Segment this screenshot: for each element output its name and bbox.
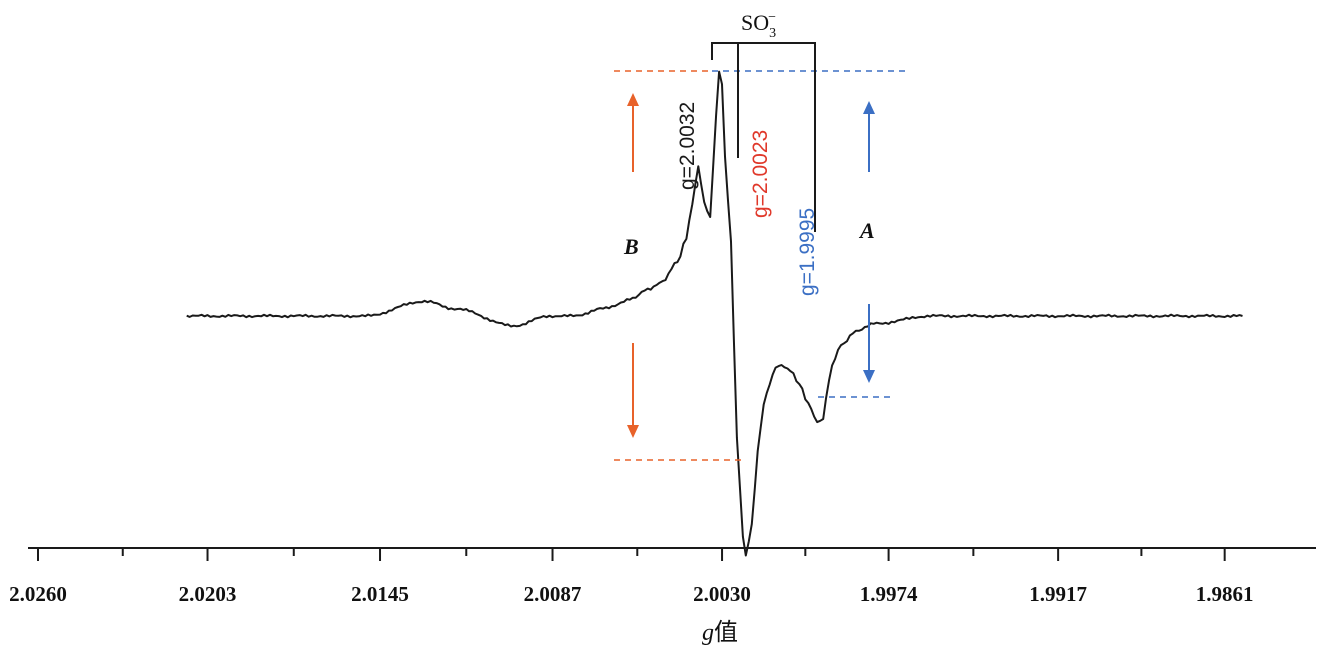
letter-b: B [623,234,639,259]
orange-down-arrow [627,343,639,438]
x-tick-label: 2.0087 [524,582,582,606]
x-axis-ticks [37,548,1226,561]
blue-down-arrow [863,304,875,383]
x-tick-label: 1.9974 [860,582,918,606]
blue-up-arrow [863,101,875,172]
g-label-2-0032: g=2.0032 [676,102,699,190]
letter-a: A [858,218,875,243]
orange-up-arrow [627,93,639,172]
so3-label: SO3− [741,10,776,41]
x-axis-tick-labels: 2.0260 2.0203 2.0145 2.0087 2.0030 1.9974 1.99… [9,582,1253,606]
x-axis-title: g值 [702,619,738,646]
x-tick-label: 1.9861 [1196,582,1254,606]
so3-bracket [711,42,816,60]
x-tick-label: 2.0260 [9,582,67,606]
x-tick-label: 2.0203 [179,582,237,606]
g-label-2-0023: g=2.0023 [749,130,772,218]
spectrum-line [186,70,1243,557]
x-tick-label: 2.0145 [351,582,409,606]
g-label-1-9995: g=1.9995 [796,208,819,296]
x-tick-label: 2.0030 [693,582,751,606]
x-tick-label: 1.9917 [1029,582,1087,606]
